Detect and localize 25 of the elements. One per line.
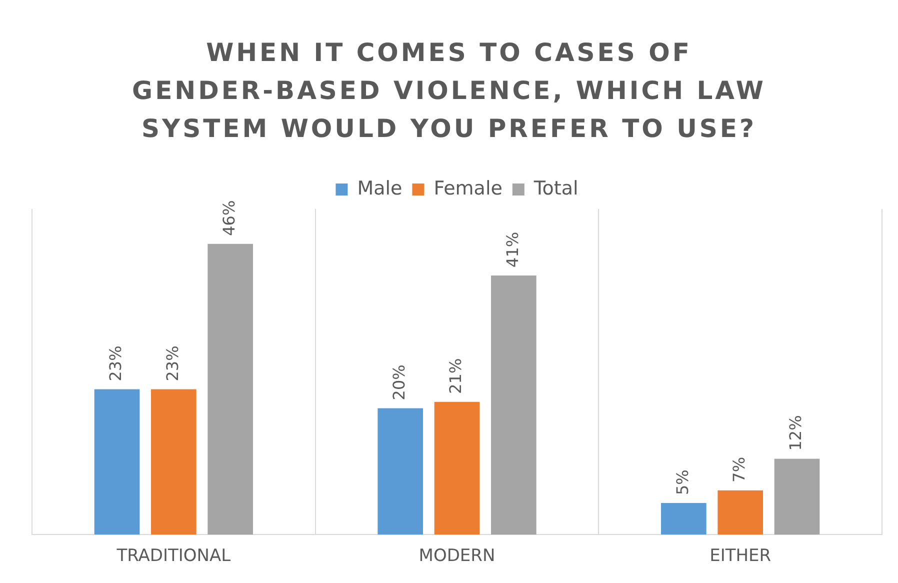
bar: [208, 244, 253, 535]
data-label: 7%: [729, 456, 748, 482]
bar: [94, 389, 140, 535]
data-label: 12%: [786, 415, 806, 451]
legend-label: Male: [357, 177, 402, 200]
bar: [774, 458, 820, 535]
data-label: 20%: [389, 364, 408, 400]
chart-title: WHEN IT COMES TO CASES OF GENDER-BASED VIOLENCE, WHICH LAW SYSTEM WOULD YOU PREFER TO USE?: [131, 37, 767, 145]
data-label: 46%: [219, 200, 238, 236]
data-label: 23%: [162, 346, 182, 382]
legend-label: Female: [434, 177, 502, 200]
data-label: 23%: [106, 346, 126, 382]
bar: [434, 402, 480, 535]
data-label: 21%: [446, 358, 466, 394]
bar: [718, 490, 763, 535]
bar: [661, 503, 706, 535]
x-tick-label: EITHER: [710, 546, 772, 566]
legend-label: Total: [532, 177, 578, 200]
data-label: 41%: [502, 232, 522, 268]
bar: [378, 408, 423, 535]
x-tick-label: TRADITIONAL: [116, 546, 232, 566]
bar: [151, 389, 196, 535]
bar: [491, 275, 536, 535]
data-label: 5%: [672, 470, 692, 495]
x-tick-label: MODERN: [418, 546, 496, 566]
